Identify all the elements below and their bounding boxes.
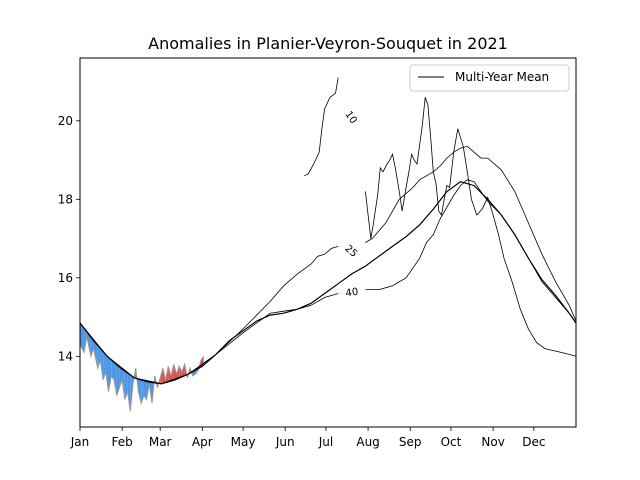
x-tick-label: Jun: [275, 435, 295, 449]
y-tick-label: 18: [58, 192, 73, 206]
contour-label-40: 40: [345, 287, 359, 300]
legend: Multi-Year Mean: [409, 64, 570, 92]
legend-box: [409, 64, 570, 92]
anomaly-fill: [108, 357, 112, 392]
x-tick-label: Jul: [318, 435, 333, 449]
anomaly-fill: [114, 362, 117, 396]
axes-frame: [79, 57, 577, 428]
x-tick-label: Apr: [192, 435, 213, 449]
x-tick-label: Feb: [112, 435, 133, 449]
observed-line: [79, 336, 205, 412]
mean-line: [79, 181, 577, 385]
contour-line-25: [79, 246, 339, 385]
anomaly-fill: [116, 364, 120, 396]
contour-label-10: 10: [342, 109, 358, 126]
anomaly-fill: [90, 337, 94, 357]
x-tick-label: Mar: [149, 435, 172, 449]
legend-mean-label: Multi-Year Mean: [455, 70, 549, 84]
contour-line-40: [365, 179, 577, 324]
y-tick-label: 14: [58, 349, 73, 363]
x-tick-label: Dec: [522, 435, 545, 449]
anomaly-fill: [80, 323, 85, 353]
axes: Jan Feb Mar Apr May Jun Jul Aug Sep Oct Nov Dec 14 16…: [58, 114, 546, 449]
x-tick-label: Sep: [399, 435, 422, 449]
y-tick-label: 20: [58, 114, 73, 128]
x-tick-label: Oct: [441, 435, 462, 449]
anomaly-fill: [143, 380, 147, 400]
y-tick-label: 16: [58, 271, 73, 285]
chart-title: Anomalies in Planier-Veyron-Souquet in 2…: [148, 34, 508, 53]
plot-area: 10 25 40: [79, 77, 577, 412]
contour-line-10: [365, 97, 577, 357]
anomaly-fill: [138, 379, 142, 404]
x-tick-label: Nov: [481, 435, 504, 449]
contour-label-25: 25: [342, 243, 359, 260]
contour-line-25: [365, 145, 577, 322]
anomaly-fill: [111, 359, 114, 380]
x-tick-label: Aug: [356, 435, 379, 449]
anomaly-fill: [127, 373, 131, 412]
anomaly-fill: [97, 345, 101, 369]
anomaly-fill: [179, 366, 182, 379]
contour-line-10: [304, 77, 339, 177]
anomaly-fill: [119, 366, 123, 388]
x-tick-label: May: [231, 435, 256, 449]
x-tick-label: Jan: [70, 435, 90, 449]
anomaly-fill: [105, 354, 109, 392]
